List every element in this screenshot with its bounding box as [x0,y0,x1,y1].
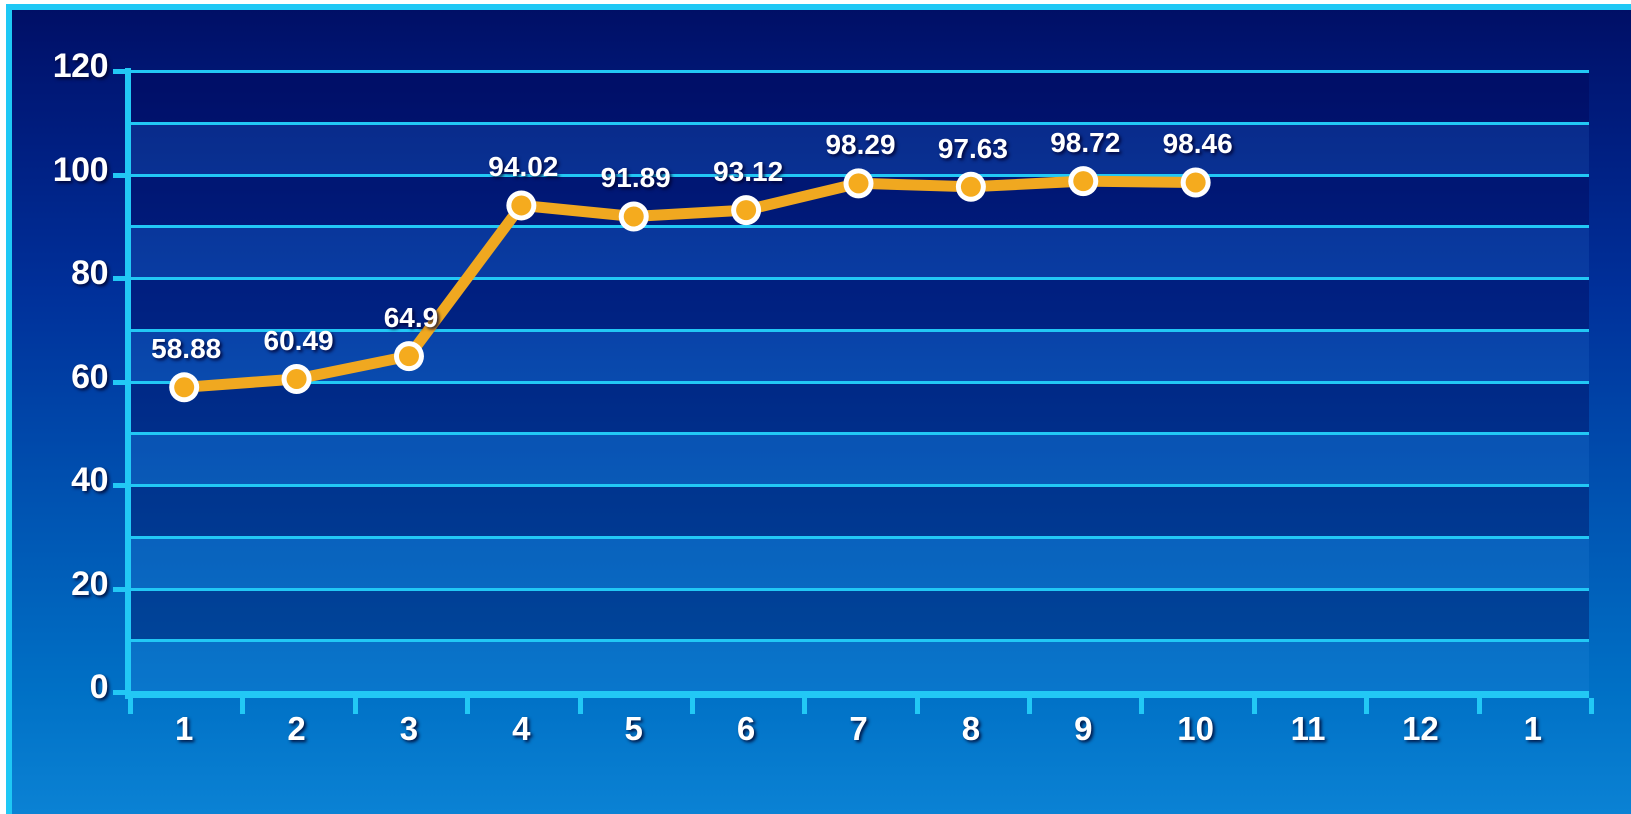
x-axis-tick-label: 10 [1177,710,1214,747]
x-axis-tick [352,698,358,714]
x-axis-tick [914,698,920,714]
y-axis-tick [113,586,131,592]
grid-band [128,433,1589,485]
y-axis-labels: 120 100 80 60 40 20 0 [12,10,109,814]
grid-band [128,640,1589,692]
plot-area [128,70,1589,694]
data-point-label: 97.63 [937,132,1008,164]
x-axis-tick [1027,698,1033,714]
x-axis-tick [1589,698,1594,714]
data-point-label: 64.9 [383,302,439,334]
grid-band [128,226,1589,278]
y-axis-tick [113,690,131,695]
y-axis-tick-label: 80 [71,254,108,292]
y-axis-tick-label: 120 [52,47,109,85]
grid-band [128,485,1589,537]
x-axis-tick [802,698,808,714]
data-point-label: 98.46 [1162,128,1233,160]
grid-band [128,278,1589,330]
gridline [128,70,1589,73]
y-axis-tick-label: 40 [71,461,108,499]
x-axis-tick-label: 9 [1074,710,1093,747]
gridline [128,639,1589,643]
y-axis-tick [113,483,131,488]
x-axis-tick-label: 12 [1402,710,1439,747]
x-axis-tick-label: 3 [399,710,419,747]
gridline [128,328,1589,332]
gridline [128,484,1589,487]
gridline [128,173,1589,177]
gridline [128,587,1589,591]
gridline [128,225,1589,229]
data-point-label: 98.72 [1050,127,1121,159]
grid-band [128,329,1589,382]
grid-band [128,536,1589,589]
x-axis-tick [240,698,246,714]
x-axis-tick [1364,698,1370,714]
chart-panel: 120 100 80 60 40 20 0 1 2 3 4 5 6 7 8 9 10 11 12 1 58.88 60… [6,4,1631,814]
x-axis-tick-label: 2 [287,710,306,747]
grid-band [128,122,1589,175]
x-axis-tick [128,698,133,714]
gridline [128,121,1589,125]
y-axis-tick-label: 60 [71,357,108,396]
y-axis-tick [113,276,131,281]
y-axis-tick-label: 0 [89,668,109,706]
gridline [128,432,1589,436]
grid-band [128,71,1589,123]
x-axis-tick [1476,698,1482,714]
data-point-label: 93.12 [713,156,784,188]
grid-band [128,381,1589,434]
x-axis-tick-label: 7 [849,710,868,747]
x-axis-tick-label: 6 [736,710,756,747]
data-point-label: 58.88 [151,333,222,365]
y-axis-tick [113,379,131,385]
x-axis-tick-label: 1 [175,710,194,747]
x-axis-tick-label: 4 [512,710,531,747]
y-axis-tick [113,69,131,74]
x-axis-tick [465,698,471,714]
gridline [128,277,1589,280]
x-axis-tick [1251,698,1257,714]
data-point-label: 94.02 [488,151,559,183]
y-axis-tick-label: 20 [71,564,108,603]
x-axis-tick [1139,698,1145,714]
grid-band [128,588,1589,641]
data-point-label: 60.49 [263,324,334,356]
grid-band [128,174,1589,227]
x-axis-tick [689,698,695,714]
x-axis-tick-label: 11 [1290,710,1326,747]
x-axis-tick-label: 1 [1523,710,1542,747]
x-axis-tick-label: 5 [624,710,643,747]
y-axis-tick-label: 100 [52,150,109,189]
x-axis-tick-label: 8 [961,710,981,747]
data-point-label: 98.29 [825,129,896,161]
x-axis-line [125,692,1589,698]
gridline [128,380,1589,384]
y-axis-tick [113,172,131,178]
data-point-label: 91.89 [600,162,671,194]
x-axis-tick [577,698,583,714]
gridline [128,535,1589,539]
